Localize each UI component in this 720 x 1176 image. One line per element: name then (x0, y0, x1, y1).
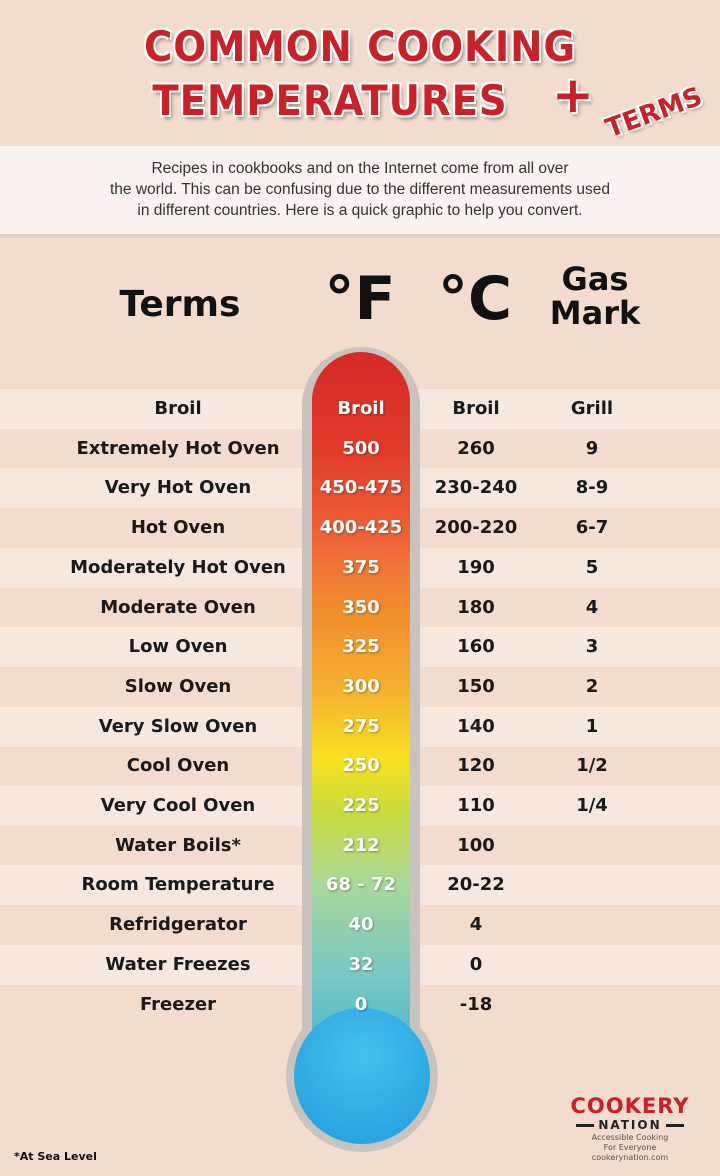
cell-gas-mark: 3 (585, 636, 599, 658)
cell-gas-mark: 1/4 (576, 795, 608, 816)
cell-fahrenheit: 212 (342, 834, 380, 856)
cell-term: Very Slow Oven (98, 715, 258, 737)
cell-term: Very Hot Oven (104, 477, 252, 499)
header-gas-mark: Gas Mark (545, 262, 645, 330)
cell-term: Moderately Hot Oven (70, 556, 286, 578)
header-celsius: °C (437, 264, 513, 334)
table-row: Broil Broil Broil Grill (0, 389, 720, 429)
header-mark: Mark (549, 294, 641, 332)
header-terms: Terms (119, 284, 241, 325)
table-row: Very Hot Oven 450-475 230-240 8-9 (0, 468, 720, 508)
cell-celsius: 110 (457, 795, 495, 816)
cell-celsius: 190 (457, 556, 495, 578)
cell-fahrenheit: 225 (342, 795, 380, 816)
cell-celsius: 20-22 (447, 874, 505, 896)
cell-gas-mark: 8-9 (575, 477, 609, 499)
cell-celsius: 160 (457, 636, 495, 658)
thermometer-fill (312, 352, 410, 1052)
table-row: Cool Oven 250 120 1/2 (0, 746, 720, 786)
table-row: Very Cool Oven 225 110 1/4 (0, 786, 720, 826)
cell-fahrenheit: 300 (342, 675, 380, 697)
cell-celsius: 260 (457, 437, 495, 459)
cell-fahrenheit: 250 (342, 755, 380, 777)
logo-url: cookerynation.com (591, 1153, 669, 1162)
table-row: Very Slow Oven 275 140 1 (0, 707, 720, 747)
cell-gas-mark: 2 (585, 675, 599, 697)
cell-celsius: 120 (457, 755, 495, 777)
cell-term: Refridgerator (109, 914, 247, 936)
table-row: Refridgerator 40 4 (0, 905, 720, 945)
intro-line: the world. This can be confusing due to … (109, 181, 611, 198)
cell-fahrenheit: 0 (354, 993, 368, 1015)
cell-gas-mark: 5 (585, 556, 599, 578)
cell-term: Low Oven (128, 636, 228, 658)
title-line-1: COMMON COOKING (143, 22, 577, 71)
cell-term: Very Cool Oven (100, 795, 256, 816)
table-row: Moderately Hot Oven 375 190 5 (0, 548, 720, 588)
title-plus: + (552, 66, 594, 124)
cell-fahrenheit: 32 (348, 953, 374, 975)
logo-cookery: COOKERY (570, 1094, 690, 1118)
cell-term: Extremely Hot Oven (76, 437, 280, 459)
cell-celsius: 200-220 (434, 517, 518, 539)
footnote: *At Sea Level (14, 1150, 97, 1163)
cell-fahrenheit: 450-475 (319, 477, 403, 499)
cell-fahrenheit: 500 (342, 437, 380, 459)
cell-term: Freezer (140, 993, 216, 1015)
cell-celsius: 230-240 (434, 477, 518, 499)
cell-term: Room Temperature (81, 874, 275, 896)
logo-tagline: Accessible Cooking (591, 1133, 669, 1142)
cell-celsius: 150 (457, 675, 495, 697)
cell-gas-mark: 9 (585, 437, 599, 459)
title-line-2: TEMPERATURES (152, 76, 508, 125)
cell-celsius: Broil (452, 398, 500, 419)
table-row: Water Freezes 32 0 (0, 945, 720, 985)
cookery-nation-logo: COOKERY NATION Accessible Cooking For Ev… (560, 1094, 700, 1163)
cell-term: Moderate Oven (100, 596, 256, 618)
table-row: Low Oven 325 160 3 (0, 627, 720, 667)
table-row: Room Temperature 68 - 72 20-22 (0, 865, 720, 905)
cell-term: Hot Oven (130, 517, 226, 539)
header-fahrenheit: °F (324, 264, 396, 334)
thermometer-bulb (294, 1008, 430, 1144)
cell-gas-mark: 1/2 (576, 755, 608, 777)
logo-nation-row: NATION (560, 1118, 700, 1133)
header-gas: Gas (561, 260, 629, 298)
cell-celsius: -18 (459, 993, 493, 1015)
cell-fahrenheit: 375 (342, 556, 380, 578)
table-row: Freezer 0 -18 (0, 985, 720, 1025)
cell-gas-mark: 1 (585, 715, 599, 737)
table-row: Moderate Oven 350 180 4 (0, 588, 720, 628)
cell-celsius: 0 (469, 953, 483, 975)
table-row: Extremely Hot Oven 500 260 9 (0, 429, 720, 469)
cell-fahrenheit: 275 (342, 715, 380, 737)
cell-gas-mark: Grill (570, 398, 614, 419)
cell-term: Broil (154, 398, 202, 419)
cell-term: Slow Oven (124, 675, 232, 697)
cell-fahrenheit: Broil (337, 398, 385, 419)
cell-celsius: 140 (457, 715, 495, 737)
cell-gas-mark: 4 (585, 596, 599, 618)
cell-fahrenheit: 68 - 72 (325, 874, 397, 896)
intro-text: Recipes in cookbooks and on the Internet… (0, 146, 720, 234)
cell-celsius: 100 (457, 834, 495, 856)
cell-fahrenheit: 325 (342, 636, 380, 658)
table-row: Water Boils* 212 100 (0, 826, 720, 866)
table-row: Slow Oven 300 150 2 (0, 667, 720, 707)
cell-fahrenheit: 350 (342, 596, 380, 618)
intro-line: Recipes in cookbooks and on the Internet… (151, 160, 569, 177)
cell-term: Water Freezes (105, 953, 251, 975)
logo-tagline: For Everyone (603, 1143, 657, 1152)
intro-line: in different countries. Here is a quick … (137, 202, 583, 219)
cell-fahrenheit: 40 (348, 914, 374, 936)
cell-fahrenheit: 400-425 (319, 517, 403, 539)
logo-nation: NATION (598, 1118, 662, 1132)
table-row: Hot Oven 400-425 200-220 6-7 (0, 508, 720, 548)
cell-term: Cool Oven (126, 755, 230, 777)
cell-term: Water Boils* (115, 834, 241, 856)
cell-celsius: 180 (457, 596, 495, 618)
cell-celsius: 4 (469, 914, 483, 936)
cell-gas-mark: 6-7 (575, 517, 609, 539)
